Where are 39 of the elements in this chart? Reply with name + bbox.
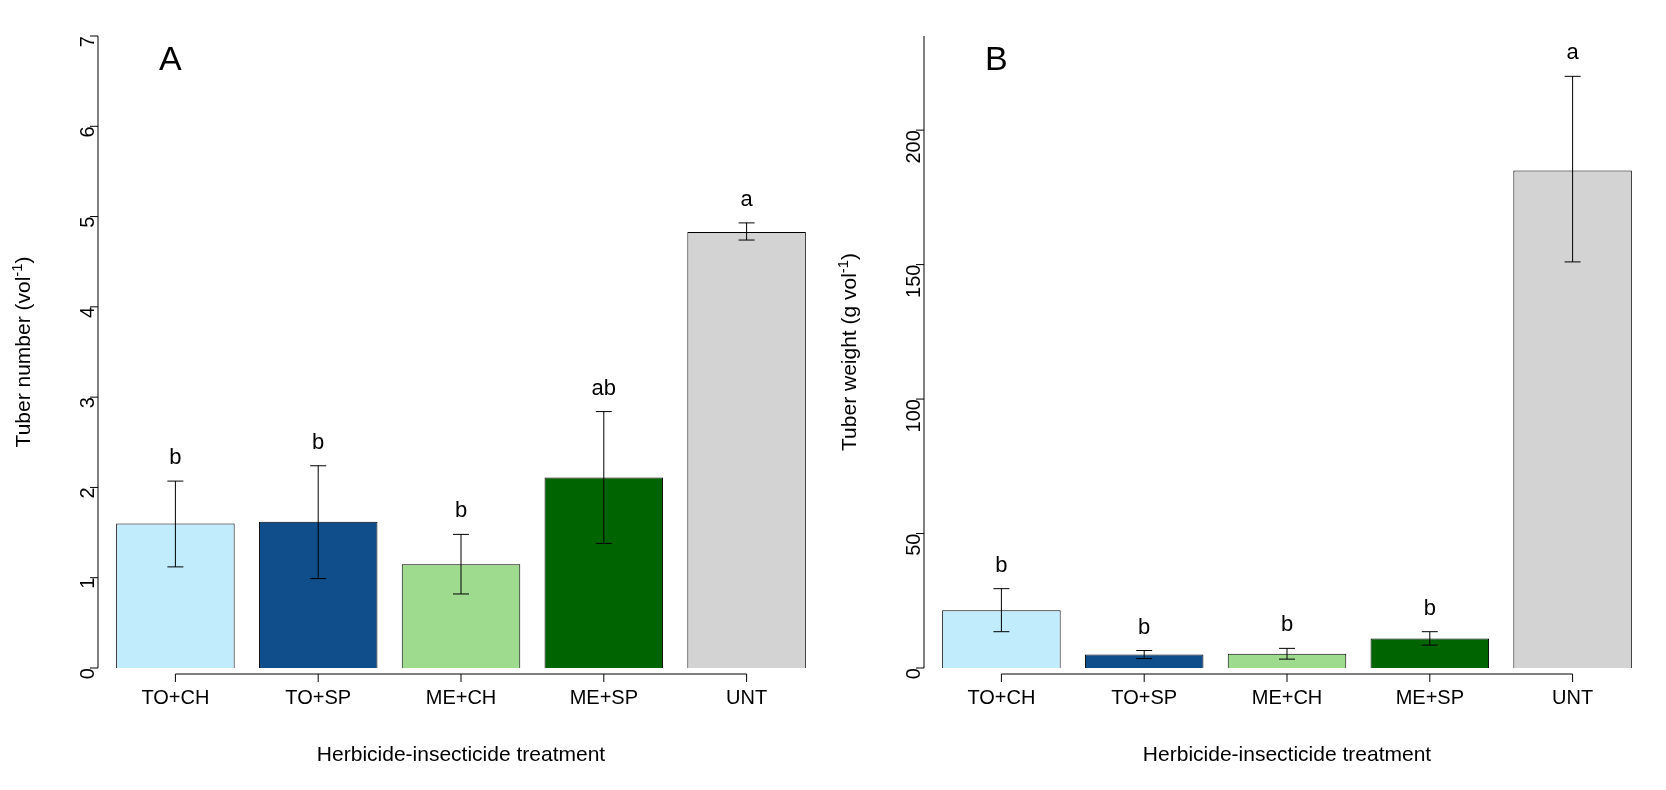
y-tick-label: 7 — [75, 36, 98, 48]
annotation: b — [1138, 613, 1151, 639]
x-tick-label: ME+SP — [1395, 685, 1464, 708]
x-tick-label: UNT — [1552, 685, 1594, 708]
y-tick-label: 0 — [901, 668, 924, 680]
annotation: b — [1423, 594, 1436, 620]
y-axis-title: Tuber number (vol-1) — [8, 256, 34, 448]
y-tick-label: 150 — [901, 264, 924, 298]
x-tick-label: TO+CH — [967, 685, 1036, 708]
x-tick-label: TO+SP — [1111, 685, 1178, 708]
x-tick-label: TO+CH — [141, 685, 210, 708]
chart-title: B — [985, 39, 1008, 78]
y-tick-label: 1 — [75, 577, 98, 589]
y-tick-label: 5 — [75, 216, 98, 228]
x-tick-label: UNT — [726, 685, 768, 708]
x-tick-label: ME+CH — [1251, 685, 1323, 708]
annotation: a — [1566, 39, 1580, 65]
annotation: ab — [591, 374, 617, 400]
x-axis-title: Herbicide-insecticide treatment — [1142, 742, 1432, 765]
y-tick-label: 200 — [901, 130, 924, 164]
y-axis-title: Tuber weight (g vol-1) — [834, 253, 860, 451]
annotation: b — [1280, 611, 1294, 637]
y-tick-label: 3 — [75, 397, 98, 409]
x-tick-label: TO+SP — [285, 685, 352, 708]
x-tick-label: ME+SP — [569, 685, 638, 708]
y-tick-label: 100 — [901, 399, 924, 433]
annotation: b — [995, 551, 1008, 577]
y-tick-label: 50 — [901, 533, 924, 556]
annotation: a — [740, 185, 754, 211]
y-tick-label: 0 — [75, 668, 98, 680]
annotation: b — [312, 428, 325, 454]
annotation: b — [169, 444, 182, 470]
y-tick-label: 6 — [75, 126, 98, 138]
y-tick-label: 2 — [75, 487, 98, 499]
y-tick-label: 4 — [75, 306, 98, 318]
chart-title: A — [159, 39, 182, 78]
annotation: b — [454, 497, 468, 523]
x-tick-label: ME+CH — [425, 685, 497, 708]
x-axis-title: Herbicide-insecticide treatment — [316, 742, 606, 765]
